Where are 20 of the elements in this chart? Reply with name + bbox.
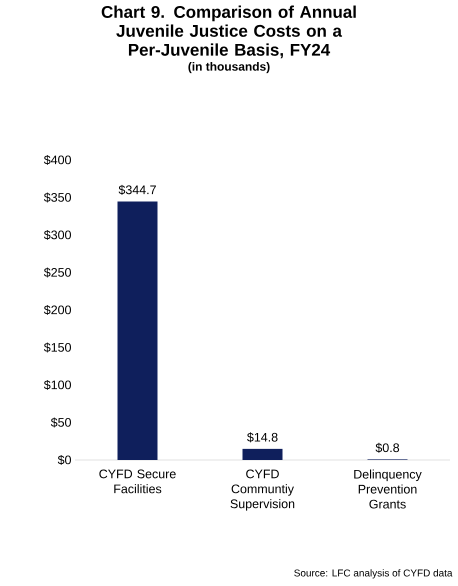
y-tick-label: $100 xyxy=(44,380,71,390)
y-tick-label: $350 xyxy=(44,192,71,203)
bar xyxy=(242,448,283,460)
y-tick-label: $250 xyxy=(44,267,71,278)
y-tick-label: $200 xyxy=(44,304,71,316)
x-tick-label: CYFD Secure Facilities xyxy=(99,470,176,494)
data-label: $0.8 xyxy=(376,442,400,453)
chart-title: Chart 9. Comparison of Annual Juvenile Justice Costs on a Per-Juvenile Basis, FY24 xyxy=(102,6,356,58)
data-label: $344.7 xyxy=(118,184,156,195)
y-tick-label: $0 xyxy=(58,454,71,466)
x-tick-label: CYFD Communtiy Supervision xyxy=(230,470,294,511)
y-tick-label: $150 xyxy=(44,342,71,353)
y-tick-label: $400 xyxy=(44,154,71,166)
chart-subtitle: (in thousands) xyxy=(188,62,270,74)
bar xyxy=(118,201,158,460)
y-tick-label: $50 xyxy=(50,417,71,428)
source-note: Source: LFC analysis of CYFD data xyxy=(294,569,452,578)
data-label: $14.8 xyxy=(247,432,278,442)
x-tick-label: Delinquency Prevention Grants xyxy=(354,470,422,509)
y-tick-label: $300 xyxy=(44,230,71,240)
